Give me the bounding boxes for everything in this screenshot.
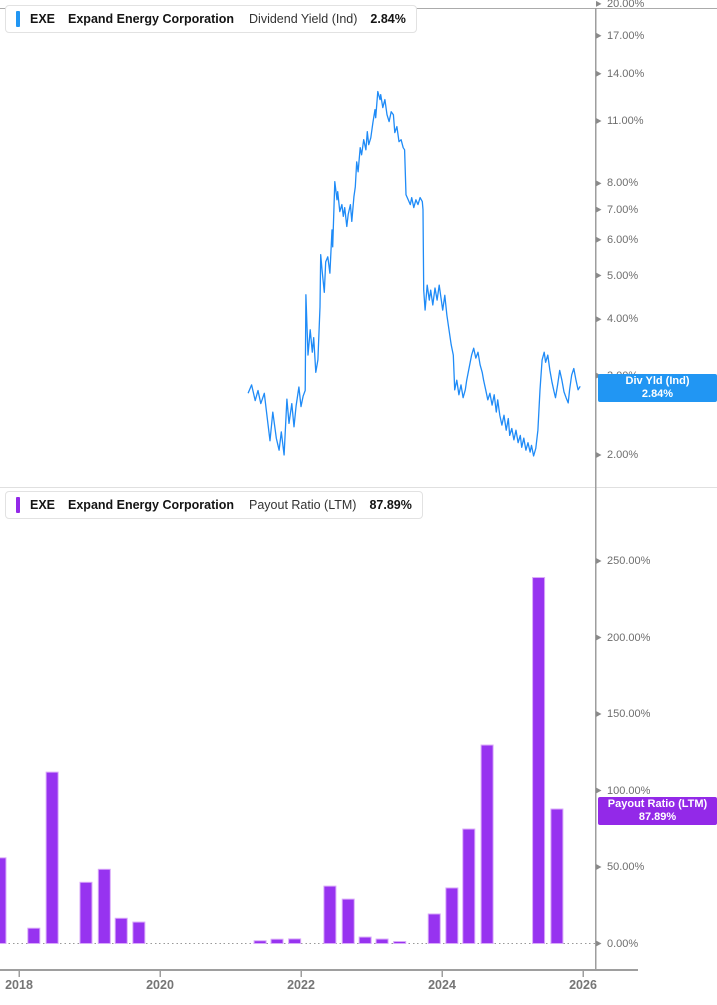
x-axis-label: 2026: [569, 978, 597, 992]
y-axis-label: 17.00%: [607, 29, 645, 42]
y-axis-label: 0.00%: [607, 937, 639, 950]
y-axis-label: 5.00%: [607, 269, 639, 282]
y-tick-mark: [596, 272, 602, 279]
y-tick-mark: [596, 940, 602, 947]
y-tick-mark: [596, 787, 602, 794]
y-axis-label: 150.00%: [607, 708, 651, 720]
company-name: Expand Energy Corporation: [68, 12, 235, 26]
payout-ratio-bar[interactable]: [0, 857, 7, 945]
series-color-chip-blue: [16, 11, 20, 27]
payout-ratio-bar[interactable]: [341, 898, 355, 945]
y-axis-label: 11.00%: [607, 115, 644, 127]
y-tick-mark: [596, 206, 602, 213]
series-color-chip-purple: [16, 497, 20, 513]
metric-name: Dividend Yield (Ind): [249, 12, 358, 26]
badge-value: 87.89%: [638, 811, 677, 823]
x-axis-label: 2018: [5, 978, 33, 992]
y-tick-mark: [596, 70, 602, 77]
metric-name: Payout Ratio (LTM): [249, 498, 357, 512]
payout-ratio-bar[interactable]: [358, 936, 372, 944]
payout-ratio-bar[interactable]: [79, 881, 93, 944]
y-axis-label: 4.00%: [607, 313, 639, 326]
y-axis-label: 200.00%: [607, 631, 651, 644]
payout-ratio-bar[interactable]: [132, 921, 146, 945]
legend-dividend-yield[interactable]: EXE Expand Energy Corporation Dividend Y…: [5, 5, 417, 33]
payout-ratio-bar[interactable]: [253, 940, 267, 944]
last-value-badge-payout-ratio: Payout Ratio (LTM) 87.89%: [598, 797, 717, 825]
payout-ratio-bar[interactable]: [427, 913, 441, 945]
payout-ratio-bar[interactable]: [375, 938, 389, 944]
payout-ratio-bar[interactable]: [480, 744, 494, 945]
y-tick-mark: [596, 118, 602, 125]
last-value-badge-div-yld: Div Yld (Ind) 2.84%: [598, 374, 717, 403]
payout-ratio-bar[interactable]: [445, 887, 459, 944]
y-tick-mark: [596, 864, 602, 870]
y-axis-label: 14.00%: [607, 67, 645, 80]
y-axis-label: 6.00%: [607, 233, 639, 246]
payout-ratio-bar[interactable]: [27, 927, 41, 945]
y-axis-label: 2.00%: [607, 449, 639, 461]
badge-value: 2.84%: [641, 388, 674, 401]
ticker-symbol: EXE: [30, 498, 56, 512]
y-axis-label: 7.00%: [607, 203, 639, 216]
x-axis-label: 2020: [146, 978, 174, 992]
payout-ratio-bar[interactable]: [288, 938, 302, 944]
y-tick-mark: [596, 316, 602, 323]
x-axis-label: 2022: [287, 978, 315, 992]
metric-value: 87.89%: [369, 498, 412, 512]
badge-title: Payout Ratio (LTM): [607, 798, 708, 810]
y-tick-mark: [596, 558, 602, 564]
y-axis-label: 50.00%: [607, 861, 645, 873]
y-tick-mark: [596, 0, 602, 7]
y-axis-label: 20.00%: [607, 0, 645, 10]
badge-title: Div Yld (Ind): [625, 375, 690, 388]
company-name: Expand Energy Corporation: [68, 498, 235, 512]
payout-ratio-bar[interactable]: [114, 917, 128, 945]
legend-payout-ratio[interactable]: EXE Expand Energy Corporation Payout Rat…: [5, 491, 423, 519]
y-axis-label: 100.00%: [607, 784, 651, 797]
y-axis-label: 250.00%: [607, 555, 651, 567]
payout-ratio-bar[interactable]: [45, 771, 59, 945]
payout-ratio-bar[interactable]: [532, 577, 546, 944]
payout-ratio-bar[interactable]: [323, 885, 337, 944]
metric-value: 2.84%: [370, 12, 406, 26]
y-tick-mark: [596, 452, 602, 458]
payout-ratio-bar[interactable]: [270, 938, 284, 945]
ticker-symbol: EXE: [30, 12, 56, 26]
y-axis-label: 8.00%: [607, 177, 639, 190]
payout-ratio-bar[interactable]: [550, 808, 564, 945]
payout-ratio-bar[interactable]: [462, 828, 476, 945]
dividend-yield-line[interactable]: [247, 90, 581, 457]
y-tick-mark: [596, 180, 602, 187]
payout-ratio-bar[interactable]: [393, 941, 407, 944]
y-tick-mark: [596, 711, 602, 717]
payout-ratio-bar[interactable]: [97, 868, 111, 944]
y-tick-mark: [596, 32, 602, 39]
y-tick-mark: [596, 236, 602, 243]
x-axis-label: 2024: [428, 978, 456, 992]
y-tick-mark: [596, 634, 602, 641]
